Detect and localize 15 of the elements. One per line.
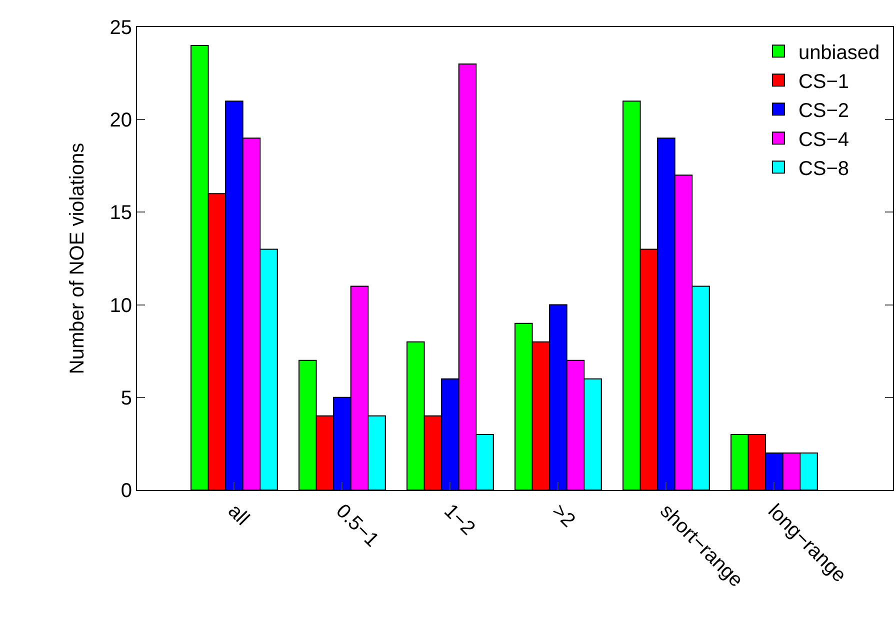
y-tick-label: 25 [110,17,132,39]
legend-label: CS−1 [798,70,850,93]
legend-label: CS−8 [798,158,850,180]
x-tick-label: 1−2 [440,500,480,540]
y-tick-label: 0 [120,480,132,502]
legend-label: unbiased [798,42,880,64]
y-tick-label: 5 [120,387,132,410]
legend-label: CS−4 [798,128,850,151]
y-tick-label: 20 [110,110,132,132]
x-tick-label: >2 [548,500,580,532]
legend-label: CS−2 [798,100,850,122]
y-tick-label: 15 [110,202,132,224]
x-tick-label: all [224,500,254,530]
y-tick-label: 10 [110,294,132,317]
y-axis-title: Number of NOE violations [66,142,88,374]
